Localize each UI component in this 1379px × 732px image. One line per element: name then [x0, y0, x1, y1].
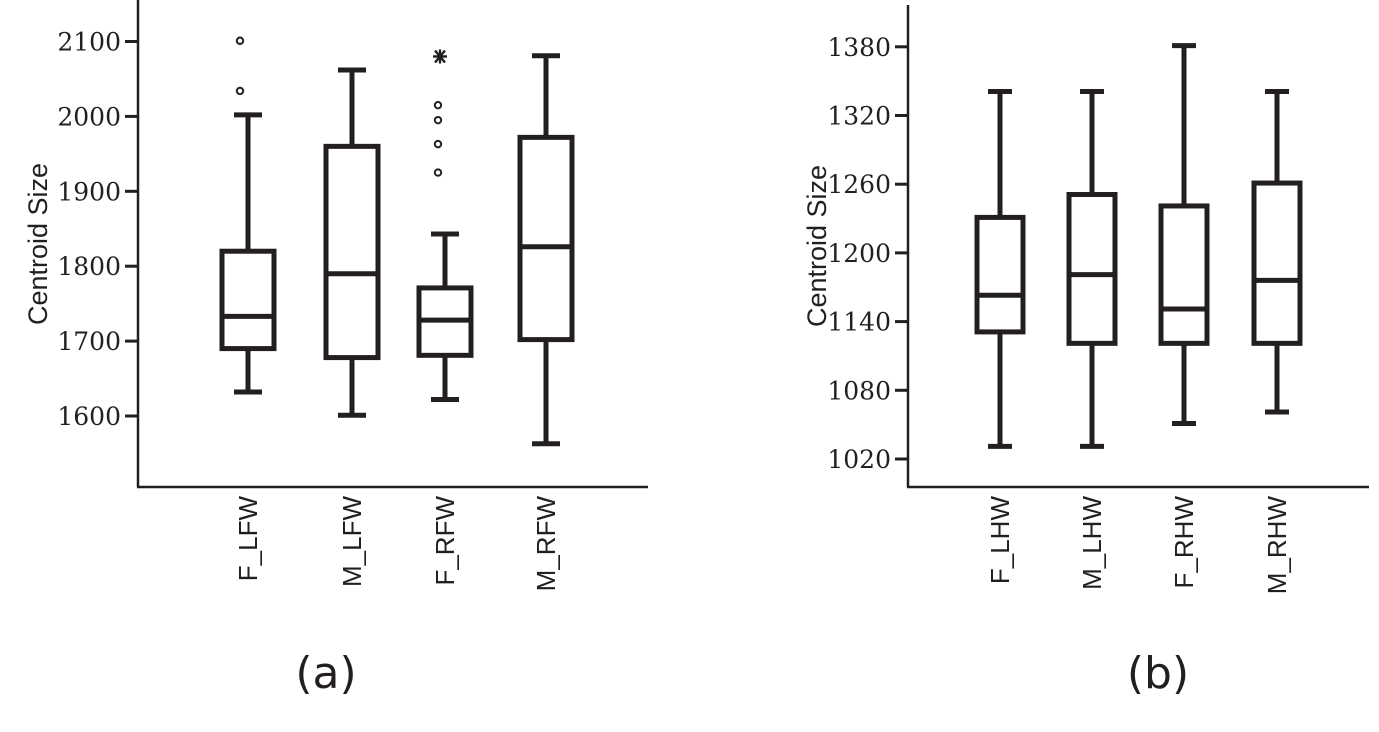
iqr-box [1158, 203, 1210, 346]
outlier-circle-icon [235, 86, 245, 96]
x-category-label: F_RHW [1169, 496, 1199, 589]
y-tick-label: 1800 [57, 252, 121, 281]
box-m-lfw [323, 67, 381, 418]
iqr-box [219, 248, 277, 352]
box-f-lhw [974, 88, 1026, 449]
y-axis-title: Centroid Size [23, 163, 53, 325]
y-tick-label: 1200 [827, 239, 891, 268]
box-m-lhw [1066, 88, 1118, 449]
x-category-label: M_LFW [337, 496, 367, 587]
boxplot-panel-b: 1020 1080 1140 1200 1260 1320 1380 Centroid Siz… [802, 5, 1369, 699]
y-tick-label: 1260 [827, 170, 891, 199]
y-tick-label: 2000 [57, 102, 121, 131]
outlier-circle-icon [433, 100, 443, 110]
iqr-box [323, 143, 381, 361]
x-category-label: F_RFW [430, 496, 460, 586]
x-category-label: F_LFW [233, 496, 263, 582]
y-tick-label: 1080 [827, 376, 891, 405]
outlier-circle-icon [433, 168, 443, 177]
boxplot-panel-a: 1600 1700 1800 1900 2000 2100 Centroid Size F_L… [23, 0, 648, 699]
outlier-circle-icon [433, 139, 443, 149]
box-f-rhw [1158, 43, 1210, 427]
outlier-circle-icon [433, 115, 443, 125]
y-tick-label: 1900 [57, 177, 121, 206]
panel-label: (a) [295, 648, 356, 699]
y-tick-label: 1140 [827, 308, 891, 337]
y-tick-label: 1700 [57, 327, 121, 356]
x-category-label: M_LHW [1077, 496, 1107, 590]
x-category-label: F_LHW [985, 496, 1015, 585]
y-tick-label: 1380 [827, 33, 891, 62]
box-f-lfw [219, 36, 277, 395]
box-m-rhw [1251, 88, 1303, 415]
extreme-asterisk-icon [433, 49, 447, 64]
x-category-label: M_RHW [1262, 496, 1292, 595]
outlier-circle-icon [235, 36, 245, 45]
y-tick-label: 1320 [827, 102, 891, 131]
iqr-box [517, 134, 575, 343]
box-f-rfw [416, 49, 474, 403]
iqr-box [1251, 180, 1303, 346]
box-m-rfw [517, 53, 575, 447]
y-axis-title: Centroid Size [802, 165, 832, 327]
y-tick-label: 2100 [57, 28, 121, 57]
y-tick-label: 1020 [827, 445, 891, 474]
y-tick-label: 1600 [57, 402, 121, 431]
x-category-label: M_RFW [531, 496, 561, 592]
panel-label: (b) [1127, 648, 1189, 699]
iqr-box [974, 214, 1026, 335]
iqr-box [1066, 192, 1118, 346]
